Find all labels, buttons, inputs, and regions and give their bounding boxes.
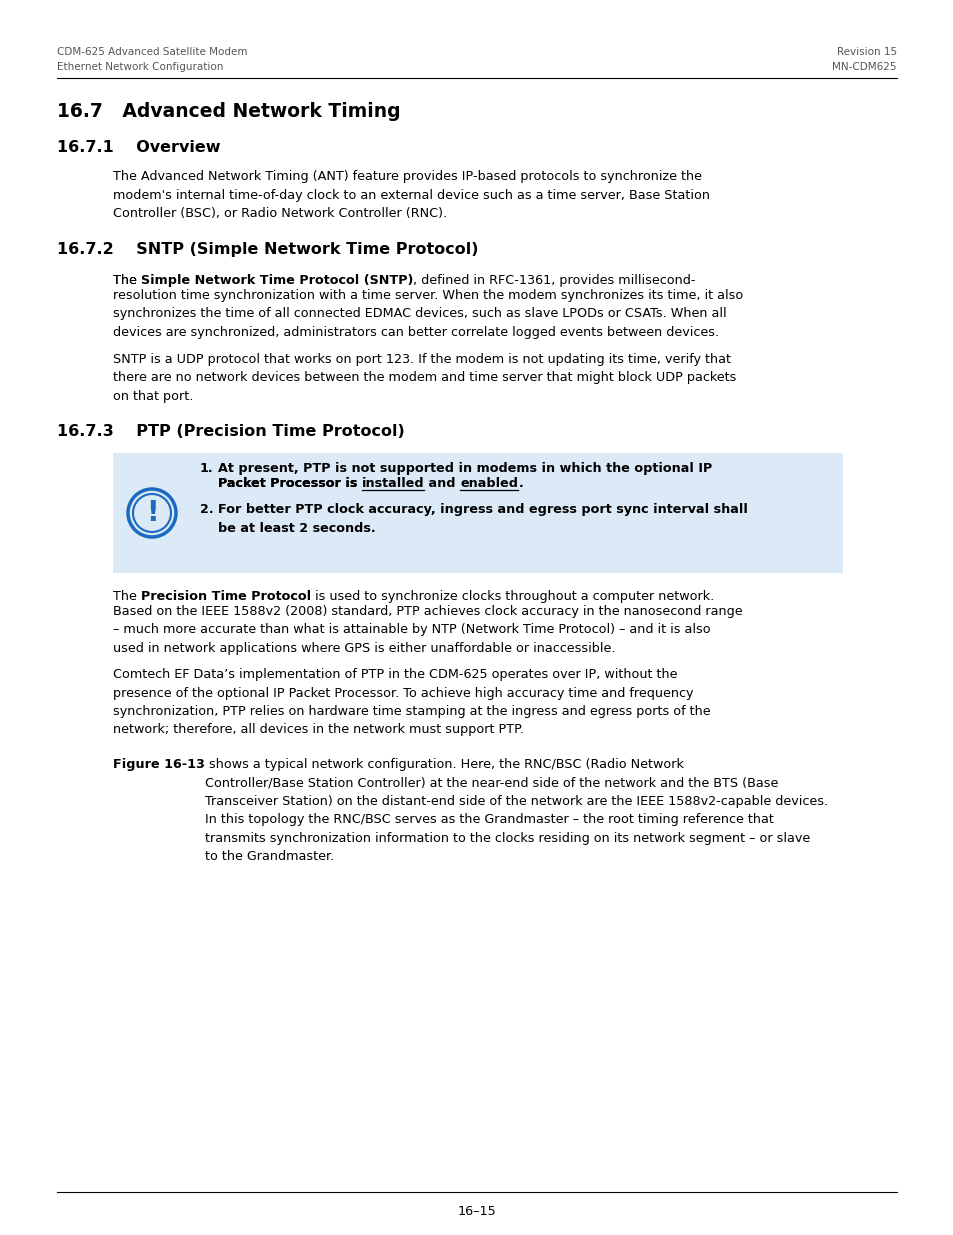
Text: 16.7.2    SNTP (Simple Network Time Protocol): 16.7.2 SNTP (Simple Network Time Protoco… (57, 242, 478, 257)
Text: 16.7   Advanced Network Timing: 16.7 Advanced Network Timing (57, 103, 400, 121)
Text: The: The (112, 274, 141, 287)
Circle shape (128, 489, 175, 537)
Text: , defined in RFC-1361, provides millisecond-: , defined in RFC-1361, provides millisec… (413, 274, 695, 287)
Text: Packet Processor is: Packet Processor is (218, 477, 361, 490)
Text: The: The (112, 590, 141, 603)
Text: 1.: 1. (200, 462, 213, 475)
Text: resolution time synchronization with a time server. When the modem synchronizes : resolution time synchronization with a t… (112, 289, 742, 338)
Text: MN-CDM625: MN-CDM625 (832, 62, 896, 72)
Text: Revision 15: Revision 15 (836, 47, 896, 57)
Text: Comtech EF Data’s implementation of PTP in the CDM-625 operates over IP, without: Comtech EF Data’s implementation of PTP … (112, 668, 710, 736)
Text: enabled: enabled (460, 477, 518, 490)
Text: shows a typical network configuration. Here, the RNC/BSC (Radio Network
Controll: shows a typical network configuration. H… (205, 758, 827, 863)
Text: and: and (424, 477, 460, 490)
Text: SNTP is a UDP protocol that works on port 123. If the modem is not updating its : SNTP is a UDP protocol that works on por… (112, 353, 736, 403)
Text: 16–15: 16–15 (457, 1205, 496, 1218)
Text: is used to synchronize clocks throughout a computer network.: is used to synchronize clocks throughout… (311, 590, 714, 603)
Text: For better PTP clock accuracy, ingress and egress port sync interval shall
be at: For better PTP clock accuracy, ingress a… (218, 503, 747, 535)
Text: Precision Time Protocol: Precision Time Protocol (141, 590, 311, 603)
Text: !: ! (146, 499, 158, 527)
Text: The Advanced Network Timing (ANT) feature provides IP-based protocols to synchro: The Advanced Network Timing (ANT) featur… (112, 170, 709, 220)
Text: The: The (112, 274, 141, 287)
FancyBboxPatch shape (112, 453, 842, 573)
Text: Ethernet Network Configuration: Ethernet Network Configuration (57, 62, 223, 72)
Text: .: . (518, 477, 522, 490)
Text: At present, PTP is not supported in modems in which the optional IP: At present, PTP is not supported in mode… (218, 462, 712, 475)
Text: 16.7.3    PTP (Precision Time Protocol): 16.7.3 PTP (Precision Time Protocol) (57, 424, 404, 438)
Text: 16.7.1    Overview: 16.7.1 Overview (57, 140, 220, 156)
Text: Simple Network Time Protocol (SNTP): Simple Network Time Protocol (SNTP) (141, 274, 413, 287)
Text: Packet Processor is: Packet Processor is (218, 477, 361, 490)
Text: Based on the IEEE 1588v2 (2008) standard, PTP achieves clock accuracy in the nan: Based on the IEEE 1588v2 (2008) standard… (112, 605, 741, 655)
Text: Figure 16-13: Figure 16-13 (112, 758, 205, 771)
Text: installed: installed (361, 477, 424, 490)
Text: 2.: 2. (200, 503, 213, 516)
Text: CDM-625 Advanced Satellite Modem: CDM-625 Advanced Satellite Modem (57, 47, 247, 57)
